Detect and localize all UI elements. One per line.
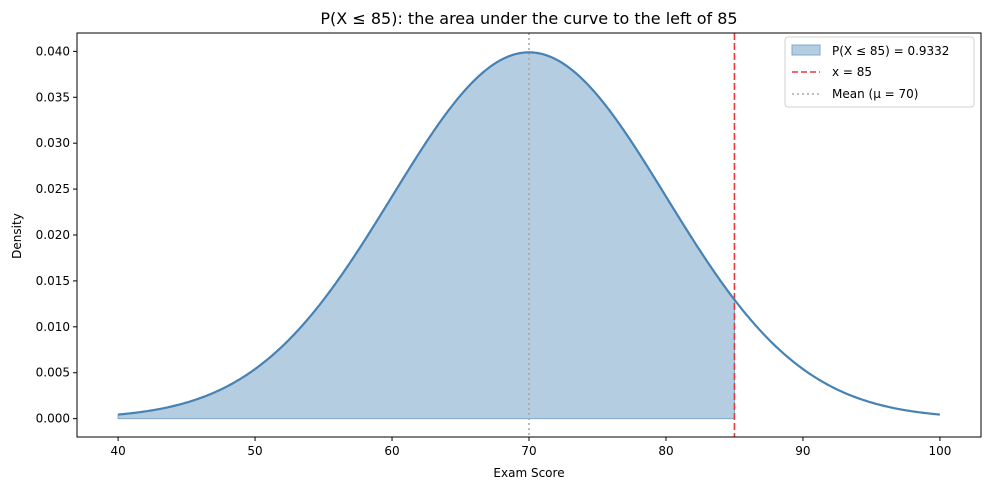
- plot-area: 40 50 60 70 80 90 100 0.000 0.005 0.010 0.015 0.020…: [36, 32, 982, 458]
- legend-label-mean-line: Mean (μ = 70): [832, 87, 918, 101]
- legend-frame: [784, 36, 975, 108]
- chart-title: P(X ≤ 85): the area under the curve to t…: [320, 9, 737, 28]
- y-tick-label: 0.040: [36, 44, 70, 58]
- y-tick-label: 0.020: [36, 228, 70, 242]
- x-tick-label: 40: [110, 444, 125, 458]
- x-tick-label: 90: [795, 444, 810, 458]
- x-tick-label: 100: [928, 444, 951, 458]
- shaded-area: [117, 51, 735, 420]
- legend: P(X ≤ 85) = 0.9332 x = 85 Mean (μ = 70): [784, 36, 975, 108]
- x-axis-label: Exam Score: [493, 466, 564, 480]
- y-tick-label: 0.000: [36, 412, 70, 426]
- x-tick-label: 50: [247, 444, 262, 458]
- y-tick-label: 0.025: [36, 182, 70, 196]
- legend-label-x85-line: x = 85: [832, 65, 872, 79]
- x-tick-label: 70: [521, 444, 536, 458]
- y-tick-label: 0.010: [36, 320, 70, 334]
- density-curve: [117, 51, 941, 416]
- y-tick-label: 0.030: [36, 136, 70, 150]
- y-tick-label: 0.005: [36, 366, 70, 380]
- y-tick-label: 0.035: [36, 90, 70, 104]
- y-tick-label: 0.015: [36, 274, 70, 288]
- legend-swatch-shaded-area: [791, 44, 821, 56]
- x-tick-label: 60: [384, 444, 399, 458]
- y-axis-label: Density: [10, 213, 24, 259]
- x-tick-label: 80: [658, 444, 673, 458]
- legend-label-shaded-area: P(X ≤ 85) = 0.9332: [832, 44, 949, 58]
